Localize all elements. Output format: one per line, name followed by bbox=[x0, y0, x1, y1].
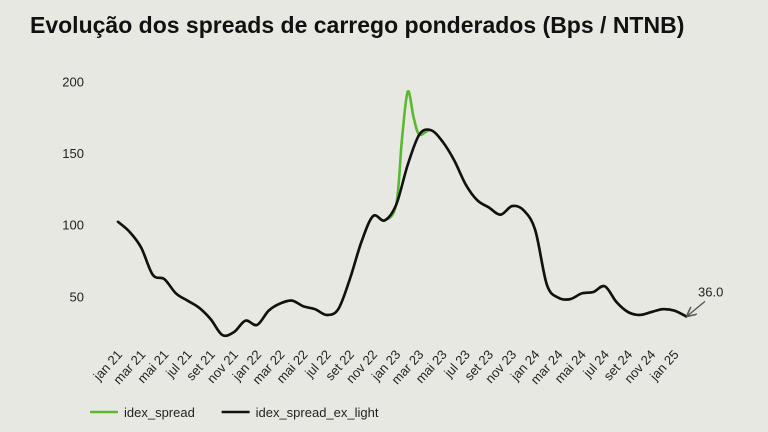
legend-label-idex-spread-ex-light: idex_spread_ex_light bbox=[256, 405, 379, 420]
series-layer bbox=[116, 89, 688, 338]
legend: idex_spread idex_spread_ex_light bbox=[90, 405, 379, 420]
y-tick-label: 200 bbox=[62, 74, 84, 89]
series-line-idex-spread-ex-light bbox=[116, 128, 688, 338]
chart-title: Evolução dos spreads de carrego ponderad… bbox=[30, 12, 685, 38]
y-axis: 50 100 150 200 bbox=[62, 74, 84, 304]
y-tick-label: 100 bbox=[62, 218, 84, 233]
annotation: 36.0 bbox=[688, 284, 723, 315]
annotation-label: 36.0 bbox=[698, 284, 723, 299]
y-tick-label: 150 bbox=[62, 146, 84, 161]
legend-label-idex-spread: idex_spread bbox=[124, 405, 195, 420]
annotation-arrow bbox=[688, 300, 706, 315]
y-tick-label: 50 bbox=[70, 289, 84, 304]
series-line-idex-spread bbox=[116, 89, 688, 338]
